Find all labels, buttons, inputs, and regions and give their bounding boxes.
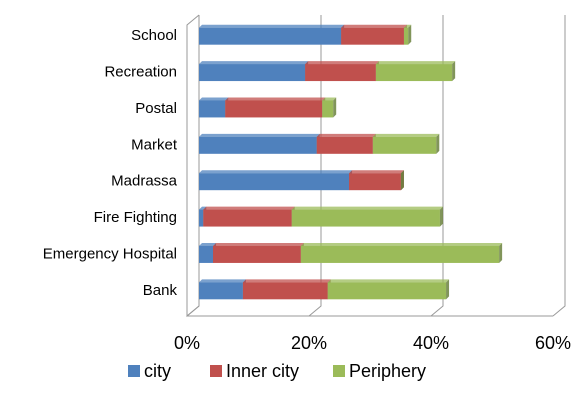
legend-swatch: [210, 365, 222, 377]
axis-line: [186, 14, 200, 318]
category-label: Bank: [143, 282, 178, 299]
legend-swatch: [333, 365, 345, 377]
legend-label: Periphery: [349, 361, 426, 381]
bar-segment: [203, 206, 295, 227]
bar-segment: [199, 279, 246, 300]
bar-segment: [199, 24, 345, 45]
grid-line: [308, 15, 322, 317]
category-label: Postal: [135, 100, 177, 117]
x-tick-label: 40%: [413, 333, 449, 353]
category-label: Recreation: [104, 64, 177, 81]
bar-segment: [372, 133, 440, 154]
grid-line: [186, 15, 200, 317]
category-label: Emergency Hospital: [43, 245, 177, 262]
bar-segment: [199, 61, 309, 82]
bar-segment: [213, 242, 304, 263]
bar-segment: [400, 170, 404, 191]
bar-segment: [341, 24, 407, 45]
x-tick-label: 0%: [174, 333, 200, 353]
bar-segment: [403, 24, 412, 45]
bar-segment: [199, 97, 229, 118]
x-tick-label: 60%: [535, 333, 571, 353]
bar-segment: [322, 97, 337, 118]
bar-segment: [375, 61, 456, 82]
bar-segment: [349, 170, 404, 191]
bar-segment: [199, 133, 320, 154]
grid-line: [430, 15, 444, 317]
category-label: School: [131, 27, 177, 44]
category-label: Market: [131, 136, 178, 153]
bar-segment: [316, 133, 376, 154]
legend-label: city: [144, 361, 171, 381]
legend-label: Inner city: [226, 361, 299, 381]
bar-segment: [327, 279, 450, 300]
bar-segment: [305, 61, 379, 82]
bar-segment: [242, 279, 331, 300]
legend-swatch: [128, 365, 140, 377]
bar-segment: [225, 97, 326, 118]
bar-segment: [300, 242, 503, 263]
grid-line: [552, 15, 566, 317]
bar-segment: [291, 206, 443, 227]
bar-segment: [199, 170, 353, 191]
category-label: Madrassa: [111, 173, 178, 190]
x-tick-label: 20%: [291, 333, 327, 353]
category-label: Fire Fighting: [94, 209, 177, 226]
